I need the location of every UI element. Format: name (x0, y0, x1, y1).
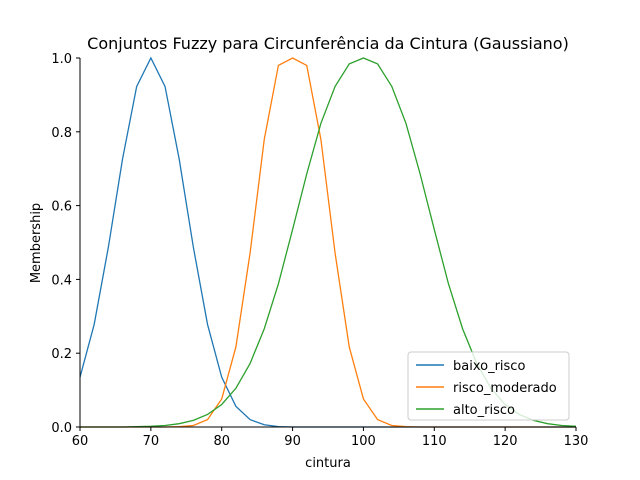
x-tick-label: 70 (143, 434, 160, 449)
x-ticks: 60 70 80 90 100 110 120 130 (72, 427, 589, 449)
legend-box (407, 351, 570, 421)
x-tick-label: 110 (422, 434, 447, 449)
legend-label-alto_risco: alto_risco (453, 403, 515, 418)
x-tick-label: 80 (213, 434, 230, 449)
legend-label-baixo_risco: baixo_risco (453, 359, 525, 374)
y-tick-label: 1.0 (51, 52, 72, 67)
x-axis-label: cintura (305, 456, 351, 471)
chart-title: Conjuntos Fuzzy para Circunferência da C… (87, 34, 569, 53)
x-tick-label: 130 (564, 434, 589, 449)
y-tick-label: 0.2 (51, 347, 72, 362)
x-tick-label: 90 (284, 434, 301, 449)
legend: baixo_risco risco_moderado alto_risco (407, 351, 570, 421)
y-tick-label: 0.8 (51, 126, 72, 141)
legend-label-risco_moderado: risco_moderado (453, 381, 557, 396)
y-tick-label: 0.6 (51, 200, 72, 215)
y-axis-label: Membership (29, 203, 44, 283)
x-tick-label: 100 (351, 434, 376, 449)
y-tick-label: 0.4 (51, 273, 72, 288)
y-tick-label: 0.0 (51, 421, 72, 436)
x-tick-label: 60 (72, 434, 89, 449)
y-ticks: 0.0 0.2 0.4 0.6 0.8 1.0 (51, 52, 80, 436)
x-tick-label: 120 (493, 434, 518, 449)
